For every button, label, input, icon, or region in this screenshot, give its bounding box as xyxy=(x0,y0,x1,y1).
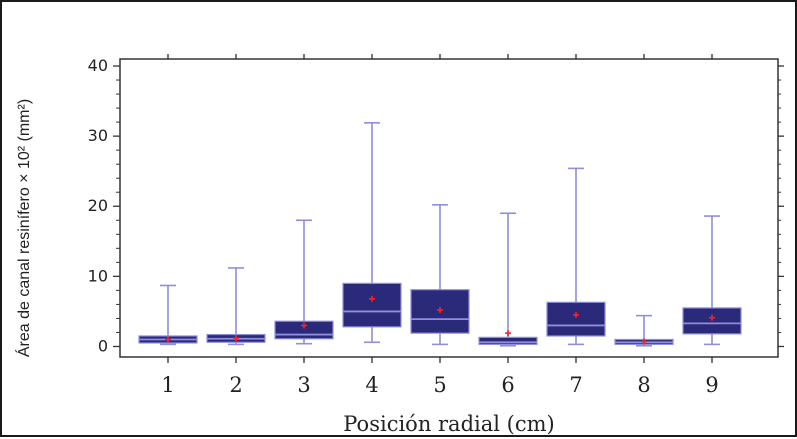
box-iqr xyxy=(342,282,402,328)
y-axis-label: Área de canal resinífero × 10² (mm²) xyxy=(14,99,33,357)
x-tick-label: 9 xyxy=(705,373,718,397)
box-9 xyxy=(682,215,742,346)
x-tick-label: 1 xyxy=(161,373,174,397)
y-axis-ticks: 0 10 20 30 40 xyxy=(88,56,784,355)
x-tick-label: 5 xyxy=(433,373,446,397)
y-tick-label: 40 xyxy=(88,56,108,75)
plot-axes xyxy=(119,58,779,358)
box-6 xyxy=(478,212,538,347)
x-tick-label: 6 xyxy=(501,373,514,397)
x-tick-label: 2 xyxy=(229,373,242,397)
x-tick-label: 8 xyxy=(637,373,650,397)
box-2 xyxy=(206,267,266,346)
box-iqr xyxy=(546,301,606,337)
box-5 xyxy=(410,204,470,346)
box-iqr xyxy=(478,336,538,345)
box-iqr xyxy=(682,307,742,335)
box-3 xyxy=(274,219,334,345)
y-tick-label: 20 xyxy=(88,196,108,215)
box-1 xyxy=(138,284,198,346)
box-7 xyxy=(546,167,606,346)
x-axis-ticks: 1 2 3 4 5 6 7 8 9 xyxy=(161,54,719,397)
x-axis-label: Posición radial (cm) xyxy=(343,412,554,436)
box-4 xyxy=(342,122,402,344)
x-tick-label: 7 xyxy=(569,373,582,397)
y-tick-label: 10 xyxy=(88,266,108,285)
box-8 xyxy=(614,314,674,347)
box-series xyxy=(138,122,742,347)
plot-area-border xyxy=(119,58,779,358)
y-tick-label: 0 xyxy=(98,336,108,355)
x-tick-label: 4 xyxy=(365,373,378,397)
y-tick-label: 30 xyxy=(88,126,108,145)
x-tick-label: 3 xyxy=(297,373,310,397)
